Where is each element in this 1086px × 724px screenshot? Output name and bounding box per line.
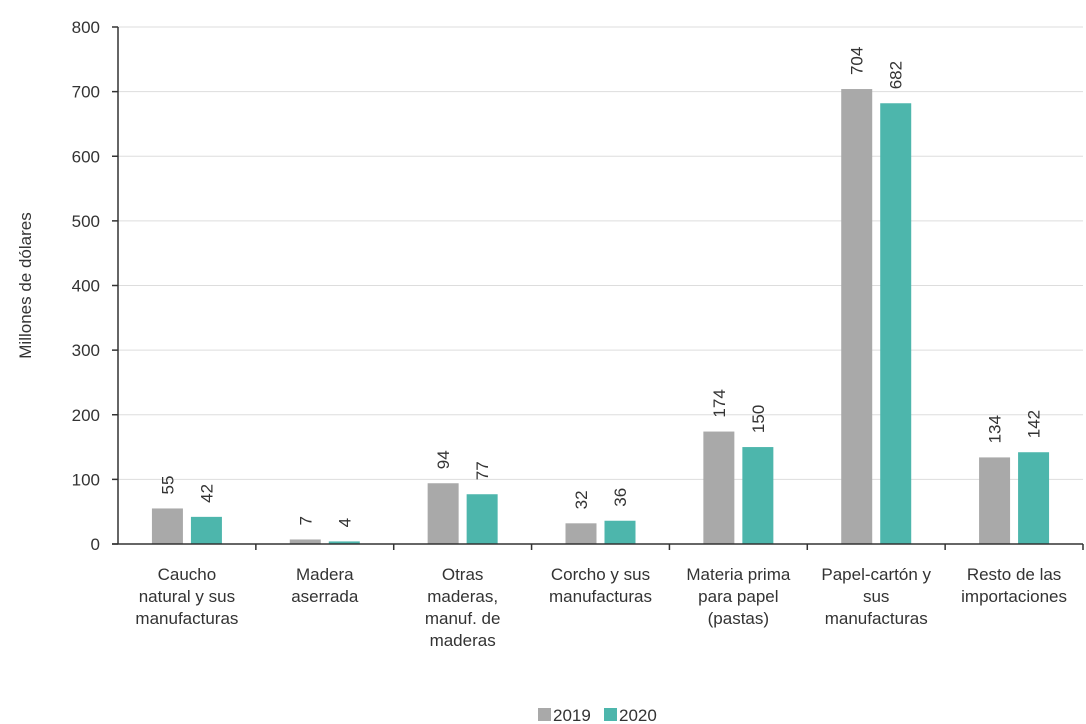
bar-2020 — [466, 494, 498, 544]
y-tick-label: 0 — [91, 535, 100, 554]
bar-2019 — [151, 508, 183, 544]
bar-2019 — [841, 89, 873, 544]
category-label: Papel-cartón y sus manufacturas — [821, 565, 931, 628]
data-label: 32 — [572, 490, 591, 509]
y-axis-ticks: 0 100 200 300 400 500 600 700 800 — [72, 18, 118, 554]
legend-label-2020: 2020 — [619, 706, 657, 724]
y-tick-label: 600 — [72, 147, 100, 166]
bar-2019 — [979, 457, 1011, 544]
y-tick-label: 800 — [72, 18, 100, 37]
data-label: 7 — [296, 516, 315, 525]
category-label: Materia prima para papel (pastas) — [686, 565, 790, 628]
y-tick-label: 500 — [72, 212, 100, 231]
bar-2020 — [604, 520, 636, 544]
bar-2020 — [190, 516, 222, 544]
y-tick-label: 400 — [72, 277, 100, 296]
bar-2020 — [1018, 452, 1050, 544]
data-label: 174 — [710, 389, 729, 417]
y-tick-label: 100 — [72, 470, 100, 489]
bar-2020 — [328, 541, 360, 544]
category-label: Madera aserrada — [291, 565, 359, 606]
data-label: 150 — [749, 405, 768, 433]
y-tick-label: 700 — [72, 83, 100, 102]
bar-2020 — [742, 447, 774, 544]
legend-swatch-2019 — [538, 708, 551, 721]
category-labels: Caucho natural y sus manufacturas Madera ase… — [135, 565, 1067, 650]
bar-2019 — [289, 539, 321, 544]
bar-2020 — [880, 103, 912, 544]
x-axis — [112, 27, 1084, 550]
data-label: 682 — [887, 61, 906, 89]
legend-swatch-2020 — [604, 708, 617, 721]
category-label: Otras maderas, manuf. de maderas — [425, 565, 501, 650]
legend-label-2019: 2019 — [553, 706, 591, 724]
data-label: 77 — [473, 461, 492, 480]
y-axis-title: Millones de dólares — [16, 212, 35, 358]
data-label: 36 — [611, 488, 630, 507]
bar-2019 — [427, 483, 459, 544]
data-label: 134 — [986, 415, 1005, 443]
category-label: Resto de las importaciones — [961, 565, 1067, 606]
data-label: 42 — [197, 484, 216, 503]
data-labels: 55 42 7 4 94 77 32 36 174 150 704 682 134 142 — [158, 47, 1043, 528]
bars — [151, 89, 1050, 544]
legend: 2019 2020 — [538, 706, 657, 724]
bar-2019 — [565, 523, 597, 544]
y-tick-label: 200 — [72, 406, 100, 425]
data-label: 142 — [1025, 410, 1044, 438]
data-label: 94 — [434, 450, 453, 469]
grid-lines — [118, 26, 1083, 480]
bar-2019 — [703, 431, 735, 544]
category-label: Corcho y sus manufacturas — [549, 565, 652, 606]
y-tick-label: 300 — [72, 341, 100, 360]
category-label: Caucho natural y sus manufacturas — [135, 565, 238, 628]
data-label: 704 — [848, 47, 867, 75]
data-label: 55 — [158, 476, 177, 495]
data-label: 4 — [335, 518, 354, 527]
